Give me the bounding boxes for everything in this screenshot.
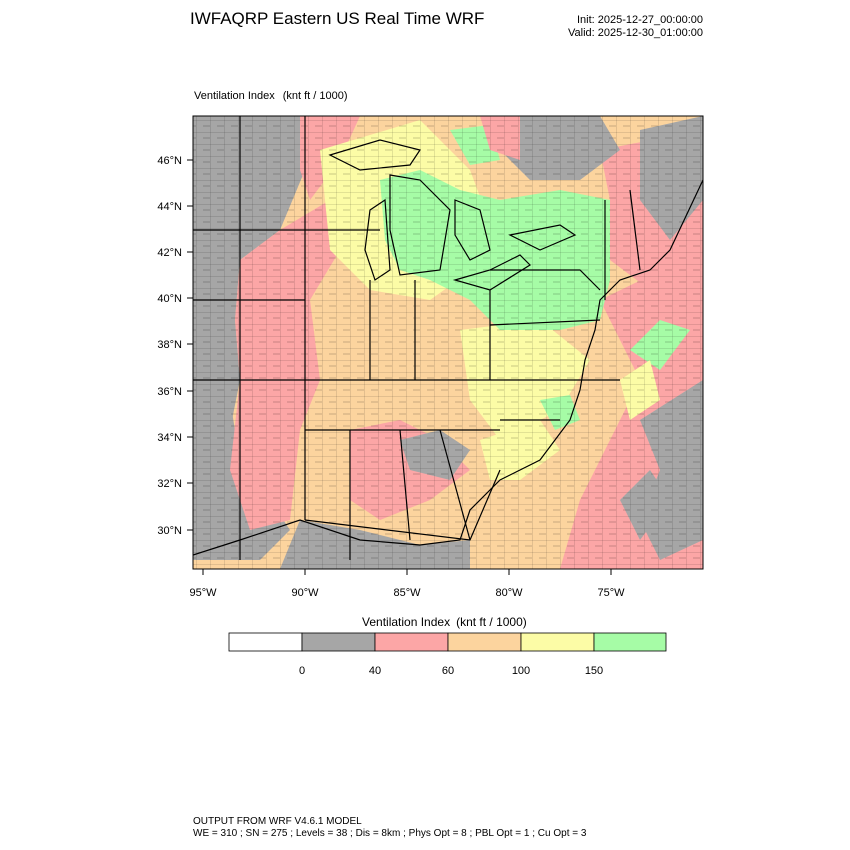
init-time: Init: 2025-12-27_00:00:00 bbox=[577, 14, 703, 26]
page-title: IWFAQRP Eastern US Real Time WRF bbox=[190, 9, 485, 28]
colorbar-title-units: (knt ft / 1000) bbox=[456, 615, 527, 629]
colorbar-title: Ventilation Index (knt ft / 1000) bbox=[362, 615, 527, 629]
model-settings: WE = 310 ; SN = 275 ; Levels = 38 ; Dis … bbox=[193, 828, 587, 839]
state-boundaries bbox=[193, 116, 641, 560]
colorbar-box bbox=[228, 632, 303, 652]
lat-label: 42°N bbox=[157, 247, 182, 259]
colorbar-label: 40 bbox=[369, 665, 381, 677]
plot-field-units: (knt ft / 1000) bbox=[282, 90, 348, 102]
plot-field-name: Ventilation Index bbox=[194, 90, 275, 102]
colorbar: 0 40 60 100 150 bbox=[228, 632, 667, 677]
longitude-axis: 95°W 90°W 85°W 80°W 75°W bbox=[189, 569, 625, 599]
lat-label: 32°N bbox=[157, 478, 182, 490]
colorbar-box bbox=[520, 632, 595, 652]
colorbar-label: 60 bbox=[442, 665, 454, 677]
model-version: OUTPUT FROM WRF V4.6.1 MODEL bbox=[193, 816, 362, 827]
county-lines bbox=[193, 116, 703, 569]
lat-label: 40°N bbox=[157, 293, 182, 305]
colorbar-label: 150 bbox=[585, 665, 603, 677]
model-info-footer: OUTPUT FROM WRF V4.6.1 MODEL WE = 310 ; … bbox=[193, 816, 586, 840]
colorbar-label: 100 bbox=[512, 665, 530, 677]
lon-label: 75°W bbox=[597, 587, 625, 599]
colorbar-title-name: Ventilation Index bbox=[362, 615, 451, 629]
colorbar-box bbox=[593, 632, 667, 652]
coastline bbox=[193, 179, 703, 556]
lat-label: 30°N bbox=[157, 525, 182, 537]
colorbar-box bbox=[374, 632, 449, 652]
great-lakes-outlines bbox=[328, 139, 577, 291]
map-frame bbox=[192, 115, 704, 570]
valid-time: Valid: 2025-12-30_01:00:00 bbox=[568, 27, 703, 39]
lat-label: 38°N bbox=[157, 339, 182, 351]
lon-label: 85°W bbox=[393, 587, 421, 599]
lon-label: 90°W bbox=[291, 587, 319, 599]
lat-label: 44°N bbox=[157, 201, 182, 213]
plot-field-label: Ventilation Index (knt ft / 1000) bbox=[194, 90, 348, 102]
lat-label: 34°N bbox=[157, 432, 182, 444]
colorbar-box bbox=[301, 632, 376, 652]
lat-label: 36°N bbox=[157, 386, 182, 398]
run-info: Init: 2025-12-27_00:00:00 Valid: 2025-12… bbox=[568, 14, 703, 40]
lon-label: 80°W bbox=[495, 587, 523, 599]
colorbar-label: 0 bbox=[299, 665, 305, 677]
map-field bbox=[193, 116, 703, 569]
lat-label: 46°N bbox=[157, 155, 182, 167]
lon-label: 95°W bbox=[189, 587, 217, 599]
latitude-axis: 46°N 44°N 42°N 40°N 38°N 36°N 34°N 32°N … bbox=[157, 155, 193, 537]
colorbar-box bbox=[447, 632, 522, 652]
